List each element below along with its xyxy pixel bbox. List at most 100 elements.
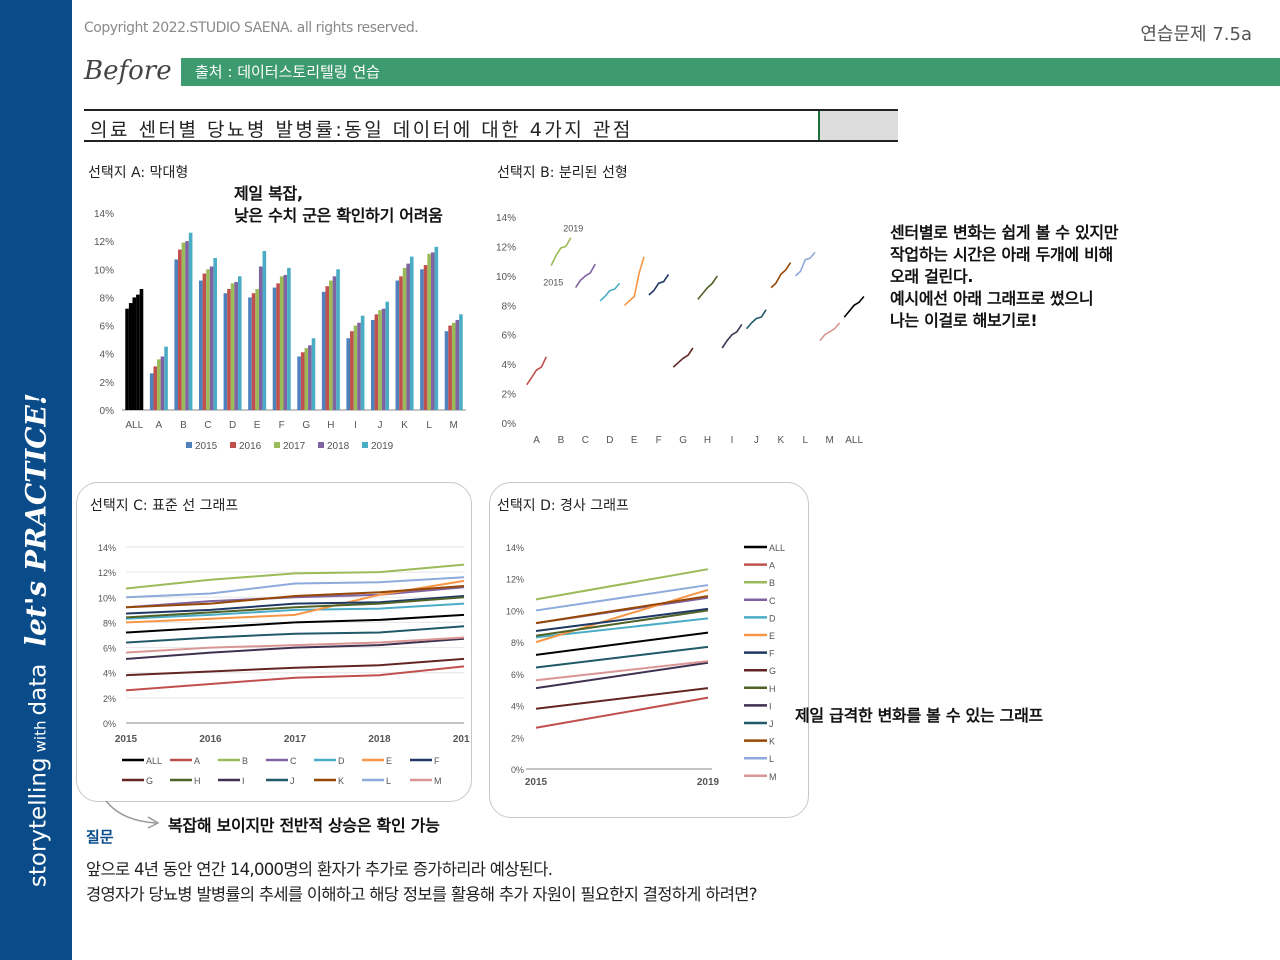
x-tick-label: 2018 bbox=[368, 734, 391, 745]
x-tick-label: B bbox=[180, 420, 187, 431]
bar bbox=[185, 241, 189, 410]
x-tick-label: J bbox=[378, 420, 383, 431]
series-line bbox=[535, 687, 709, 710]
exercise-number: 연습문제 7.5a bbox=[1140, 24, 1252, 45]
x-tick-label: H bbox=[704, 435, 711, 446]
legend-label: ALL bbox=[146, 756, 162, 766]
series-line bbox=[721, 323, 743, 349]
series-line bbox=[535, 588, 709, 644]
legend-swatch bbox=[362, 442, 368, 448]
legend-label: M bbox=[434, 776, 442, 786]
bar bbox=[353, 325, 358, 410]
question-line: 경영자가 당뇨병 발병률의 추세를 이해하고 해당 정보를 활용해 추가 자원이… bbox=[86, 885, 757, 904]
bar bbox=[371, 319, 375, 410]
bar bbox=[420, 269, 424, 410]
x-tick-label: D bbox=[606, 435, 613, 446]
title-empty-cell bbox=[818, 111, 898, 140]
x-tick-label: C bbox=[582, 435, 589, 446]
bar bbox=[385, 301, 389, 410]
bar bbox=[287, 267, 291, 410]
legend-label: I bbox=[769, 701, 772, 711]
y-tick-label: 2% bbox=[511, 733, 524, 743]
legend-label: 2019 bbox=[371, 441, 394, 452]
question-label: 질문 bbox=[86, 828, 114, 846]
x-tick-label: E bbox=[631, 435, 638, 446]
x-tick-label: ALL bbox=[125, 420, 143, 431]
legend-label: B bbox=[242, 756, 248, 766]
y-tick-label: 6% bbox=[502, 331, 517, 342]
panel-d-frame bbox=[489, 482, 809, 818]
x-tick-label: A bbox=[533, 435, 540, 446]
legend-label: E bbox=[386, 756, 392, 766]
bar bbox=[409, 256, 414, 410]
bar bbox=[262, 250, 267, 410]
chart-a-bar: 0% 2% 4% 6% 8% 10% 12% 14% ALL A B C D E F G H I J K L M 2015 2… bbox=[94, 209, 466, 452]
chart-set-title-text: 의료 센터별 당뇨병 발병률:동일 데이터에 대한 4가지 관점 bbox=[90, 119, 633, 141]
legend-label: K bbox=[338, 776, 344, 786]
bar bbox=[444, 331, 449, 410]
legend-label: F bbox=[769, 649, 775, 659]
series-line bbox=[535, 607, 709, 633]
legend-label: L bbox=[769, 754, 774, 764]
x-tick-label: G bbox=[302, 420, 310, 431]
y-tick-label: 12% bbox=[496, 242, 516, 253]
panel-d-title: 선택지 D: 경사 그래프 bbox=[497, 498, 629, 514]
y-tick-label: 14% bbox=[98, 543, 116, 553]
bar bbox=[321, 291, 326, 410]
question-line: 앞으로 4년 동안 연간 14,000명의 환자가 추가로 증가하리라 예상된다… bbox=[86, 860, 553, 879]
legend-label: 2017 bbox=[283, 441, 306, 452]
series-line bbox=[623, 256, 645, 306]
x-tick-label: ALL bbox=[845, 435, 863, 446]
bar bbox=[308, 345, 312, 410]
legend-label: 2016 bbox=[239, 441, 262, 452]
y-tick-label: 4% bbox=[103, 669, 116, 679]
bar bbox=[251, 293, 256, 410]
bar bbox=[311, 338, 316, 410]
x-tick-label: G bbox=[679, 435, 687, 446]
series-line bbox=[526, 356, 548, 386]
chart-c-line: 0% 2% 4% 6% 8% 10% 12% 14% 2015 2016 2017 2018 2019 A… bbox=[98, 543, 470, 786]
legend-label: L bbox=[386, 776, 391, 786]
chart-b-separated-lines: 0% 2% 4% 6% 8% 10% 12% 14% A B C D E F G H I J K L M ALL 2015 2… bbox=[496, 213, 865, 446]
series-line bbox=[125, 563, 465, 590]
series-line bbox=[794, 251, 816, 277]
bar bbox=[164, 346, 168, 410]
series-line bbox=[535, 568, 709, 601]
y-tick-label: 8% bbox=[103, 618, 116, 628]
x-tick-label: B bbox=[558, 435, 565, 446]
series-line bbox=[535, 584, 709, 612]
arrow-icon bbox=[105, 800, 160, 829]
series-line bbox=[819, 322, 841, 342]
bar bbox=[448, 325, 452, 410]
x-tick-label: L bbox=[426, 420, 432, 431]
bar bbox=[459, 314, 463, 410]
bar bbox=[336, 269, 340, 410]
bar bbox=[258, 266, 263, 410]
annotation-2019: 2019 bbox=[563, 224, 583, 234]
series-line bbox=[535, 661, 709, 690]
bar bbox=[381, 308, 386, 410]
x-tick-label: C bbox=[204, 420, 211, 431]
bar bbox=[276, 283, 280, 410]
legend-label: C bbox=[290, 756, 297, 766]
x-tick-label: 2017 bbox=[284, 734, 307, 745]
x-tick-label: 2015 bbox=[525, 777, 548, 788]
legend-label: G bbox=[769, 666, 776, 676]
legend-label: D bbox=[769, 613, 776, 623]
y-tick-label: 14% bbox=[496, 213, 516, 224]
note-b-line: 나는 이걸로 해보기로! bbox=[890, 311, 1038, 330]
x-tick-label: D bbox=[229, 420, 236, 431]
y-tick-label: 2% bbox=[103, 694, 116, 704]
note-a-line: 낮은 수치 군은 확인하기 어려움 bbox=[234, 206, 443, 225]
legend-label: E bbox=[769, 631, 775, 641]
y-tick-label: 8% bbox=[502, 301, 517, 312]
bar bbox=[378, 310, 382, 410]
bar bbox=[329, 280, 333, 410]
series-line bbox=[125, 625, 465, 644]
x-tick-label: K bbox=[777, 435, 784, 446]
legend-swatch bbox=[274, 442, 280, 448]
x-tick-label: A bbox=[156, 420, 163, 431]
bar bbox=[374, 314, 379, 410]
bar bbox=[427, 253, 431, 410]
series-line bbox=[125, 596, 465, 619]
